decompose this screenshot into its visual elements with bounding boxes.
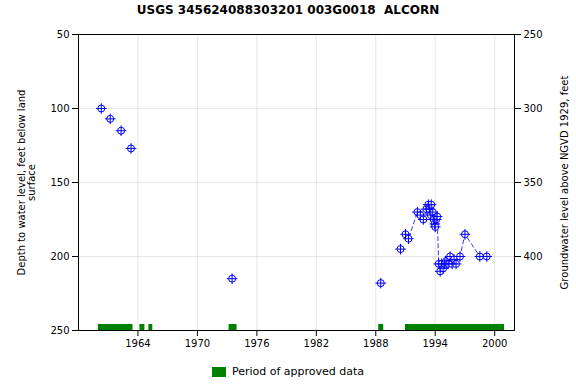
svg-text:350: 350: [524, 177, 543, 188]
svg-text:250: 250: [524, 29, 543, 40]
html-text:USGS 345624088303201 003G0018: USGS 345624088303201 003G0018 ALCORN: [136, 3, 440, 17]
svg-text:1988: 1988: [363, 338, 388, 349]
svg-text:1982: 1982: [304, 338, 329, 349]
svg-text:50: 50: [57, 29, 70, 40]
svg-text:1970: 1970: [185, 338, 210, 349]
svg-text:1976: 1976: [244, 338, 269, 349]
svg-text:1994: 1994: [423, 338, 448, 349]
svg-text:150: 150: [50, 177, 69, 188]
svg-text:1964: 1964: [125, 338, 150, 349]
svg-text:300: 300: [524, 103, 543, 114]
svg-text:Groundwater level above NGVD 1: Groundwater level above NGVD 1929, feet: [559, 76, 570, 290]
html-text:Period of approved data: Period of approved data: [231, 364, 365, 378]
svg-text:Depth to water level, feet bel: Depth to water level, feet below landsur…: [16, 90, 37, 276]
svg-text:100: 100: [50, 103, 69, 114]
svg-text:400: 400: [524, 251, 543, 262]
svg-text:2000: 2000: [482, 338, 507, 349]
svg-text:200: 200: [50, 251, 69, 262]
svg-text:250: 250: [50, 325, 69, 336]
